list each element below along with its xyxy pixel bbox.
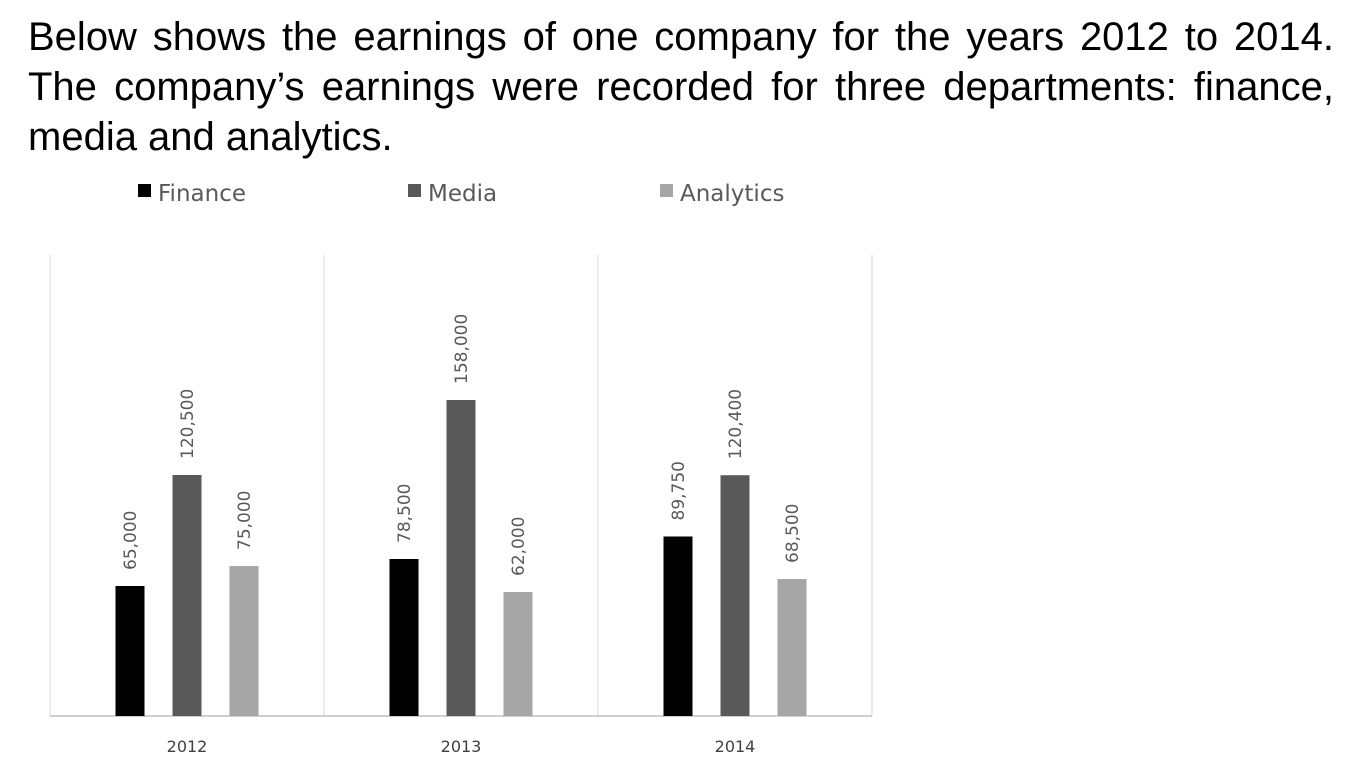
- data-label-finance-2014: 89,750: [669, 461, 689, 520]
- data-label-media-2014: 120,400: [726, 389, 746, 459]
- data-label-analytics-2013: 62,000: [509, 517, 529, 576]
- legend-label-media: Media: [428, 181, 497, 207]
- legend-swatch-media: [408, 184, 421, 197]
- chart-category-axis: 2012 2013 2014: [167, 737, 756, 756]
- legend-label-analytics: Analytics: [680, 181, 784, 207]
- data-label-finance-2013: 78,500: [395, 484, 415, 543]
- bar-finance-2012: [115, 586, 145, 716]
- chart-data-labels: 65,000 120,500 75,000 78,500 158,000 62,000 89…: [121, 314, 803, 576]
- legend-label-finance: Finance: [158, 181, 246, 207]
- intro-paragraph: Below shows the earnings of one company …: [28, 15, 1334, 159]
- legend-swatch-finance: [138, 184, 151, 197]
- bar-media-2013: [446, 400, 476, 716]
- bar-analytics-2014: [777, 579, 807, 716]
- data-label-media-2012: 120,500: [178, 389, 198, 459]
- bar-analytics-2013: [503, 592, 533, 716]
- category-label-2012: 2012: [167, 737, 208, 756]
- category-label-2013: 2013: [441, 737, 482, 756]
- bar-finance-2014: [663, 536, 693, 716]
- chart-bars: [115, 400, 807, 716]
- bar-media-2014: [720, 475, 750, 716]
- data-label-finance-2012: 65,000: [121, 511, 141, 570]
- legend-swatch-analytics: [660, 184, 673, 197]
- bar-analytics-2012: [229, 566, 259, 716]
- category-label-2014: 2014: [715, 737, 756, 756]
- bar-finance-2013: [389, 559, 419, 716]
- chart-legend: Finance Media Analytics: [138, 181, 784, 207]
- data-label-media-2013: 158,000: [452, 314, 472, 384]
- data-label-analytics-2012: 75,000: [235, 491, 255, 550]
- bar-media-2012: [172, 475, 202, 716]
- data-label-analytics-2014: 68,500: [783, 504, 803, 563]
